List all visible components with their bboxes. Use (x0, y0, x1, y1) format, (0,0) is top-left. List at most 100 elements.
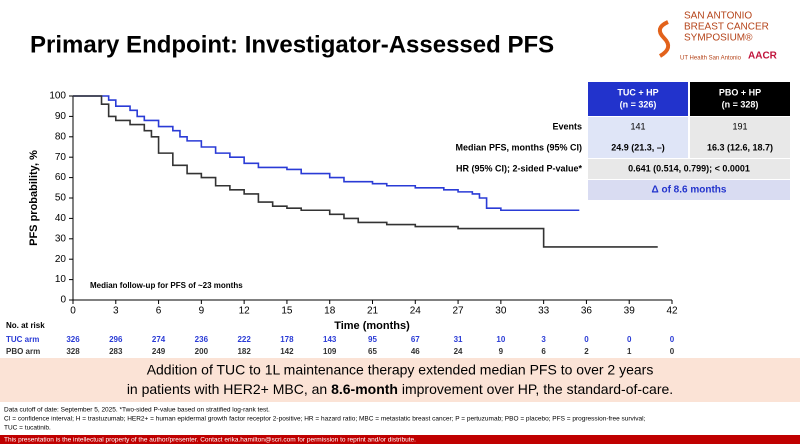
disclaimer-bar (0, 435, 800, 444)
at-risk-count: 10 (496, 335, 505, 344)
at-risk-count: 296 (109, 335, 123, 344)
banner (0, 358, 800, 402)
x-tick-label: 0 (70, 306, 76, 317)
banner-bold: 8.6-month (331, 381, 398, 397)
at-risk-label: No. at risk (6, 321, 45, 330)
logo-mark (657, 20, 671, 58)
at-risk-count: 326 (66, 335, 80, 344)
cell: 0.641 (0.514, 0.799); < 0.0001 (628, 163, 750, 173)
at-risk-count: 31 (454, 335, 463, 344)
at-risk-count: 182 (237, 347, 251, 356)
x-tick-label: 21 (367, 306, 379, 317)
at-risk-count: 3 (541, 335, 546, 344)
x-tick-label: 9 (199, 306, 205, 317)
at-risk-arm: PBO arm (6, 347, 40, 356)
disclaimer: This presentation is the intellectual pr… (4, 437, 416, 444)
annotation: Median follow-up for PFS of ~23 months (90, 281, 243, 290)
x-tick-label: 27 (453, 306, 465, 317)
x-tick-label: 15 (281, 306, 293, 317)
cell-bg (588, 159, 790, 179)
at-risk-count: 0 (670, 335, 675, 344)
cell: 24.9 (21.3, –) (611, 142, 665, 152)
header-text: (n = 328) (722, 99, 759, 109)
at-risk-count: 142 (280, 347, 294, 356)
y-tick-label: 40 (55, 213, 67, 224)
banner-text: improvement over HP, the standard-of-car… (398, 381, 673, 397)
header-cell (690, 82, 790, 116)
cell: 141 (630, 121, 645, 131)
at-risk-count: 24 (454, 347, 463, 356)
row-label: HR (95% CI); 2-sided P-value* (456, 163, 583, 173)
y-tick-label: 0 (60, 295, 66, 306)
at-risk-count: 1 (627, 347, 632, 356)
y-tick-label: 10 (55, 274, 67, 285)
at-risk-count: 95 (368, 335, 377, 344)
footnote: TUC = tucatinib. (4, 425, 51, 432)
row-label: Median PFS, months (95% CI) (455, 142, 582, 152)
x-tick-label: 12 (239, 306, 251, 317)
at-risk-count: 109 (323, 347, 337, 356)
logo-text: SAN ANTONIO (684, 11, 752, 22)
x-tick-label: 30 (495, 306, 507, 317)
header-text: (n = 326) (620, 99, 657, 109)
logo-text: BREAST CANCER (684, 22, 769, 33)
y-axis-label: PFS probability, % (28, 150, 40, 246)
y-tick-label: 30 (55, 233, 67, 244)
row-label: Events (552, 121, 582, 131)
at-risk-count: 274 (152, 335, 166, 344)
banner-text: in patients with HER2+ MBC, an 8.6-month… (127, 381, 673, 397)
cell: 191 (732, 121, 747, 131)
banner-text: Addition of TUC to 1L maintenance therap… (147, 362, 654, 378)
x-tick-label: 33 (538, 306, 550, 317)
y-tick-label: 60 (55, 172, 67, 183)
banner-text: in patients with HER2+ MBC, an (127, 381, 331, 397)
logo-text: SYMPOSIUM® (684, 33, 753, 44)
at-risk-count: 6 (541, 347, 546, 356)
at-risk-count: 222 (237, 335, 251, 344)
x-tick-label: 36 (581, 306, 593, 317)
at-risk-arm: TUC arm (6, 335, 39, 344)
logo-partner: UT Health San Antonio (680, 56, 742, 62)
footnote: CI = confidence interval; H = trastuzuma… (4, 416, 646, 423)
at-risk-count: 200 (195, 347, 209, 356)
cell-bg (588, 180, 790, 200)
at-risk-count: 46 (411, 347, 420, 356)
at-risk-count: 65 (368, 347, 377, 356)
header-text: TUC + HP (617, 87, 658, 97)
km-curve (73, 95, 580, 212)
at-risk-count: 283 (109, 347, 123, 356)
y-tick-label: 50 (55, 193, 67, 204)
y-tick-label: 70 (55, 152, 67, 163)
at-risk-count: 143 (323, 335, 337, 344)
x-tick-label: 6 (156, 306, 162, 317)
at-risk-count: 9 (499, 347, 504, 356)
header-text: PBO + HP (719, 87, 761, 97)
cell: 16.3 (12.6, 18.7) (707, 142, 773, 152)
km-curve (73, 95, 658, 248)
cell-bg (690, 117, 790, 158)
at-risk-count: 328 (66, 347, 80, 356)
x-axis-label: Time (months) (334, 320, 410, 332)
km-chart: Time (months) PFS probability, % Median … (6, 91, 678, 356)
at-risk-count: 0 (670, 347, 675, 356)
x-tick-label: 18 (324, 306, 336, 317)
x-tick-label: 42 (666, 306, 678, 317)
x-tick-label: 39 (624, 306, 636, 317)
delta: Δ of 8.6 months (652, 185, 727, 196)
logo-partner: AACR (748, 51, 778, 62)
y-tick-label: 90 (55, 111, 67, 122)
y-tick-label: 80 (55, 131, 67, 142)
x-tick-label: 3 (113, 306, 119, 317)
at-risk-count: 249 (152, 347, 166, 356)
y-tick-label: 100 (49, 91, 66, 102)
cell-bg (588, 117, 688, 158)
slide-title: Primary Endpoint: Investigator-Assessed … (30, 31, 554, 58)
at-risk-count: 178 (280, 335, 294, 344)
footnote: Data cutoff of date: September 5, 2025. … (4, 407, 270, 414)
at-risk-count: 236 (195, 335, 209, 344)
at-risk-count: 0 (584, 335, 589, 344)
header-cell (588, 82, 688, 116)
at-risk-count: 0 (627, 335, 632, 344)
x-tick-label: 24 (410, 306, 422, 317)
at-risk-count: 67 (411, 335, 420, 344)
